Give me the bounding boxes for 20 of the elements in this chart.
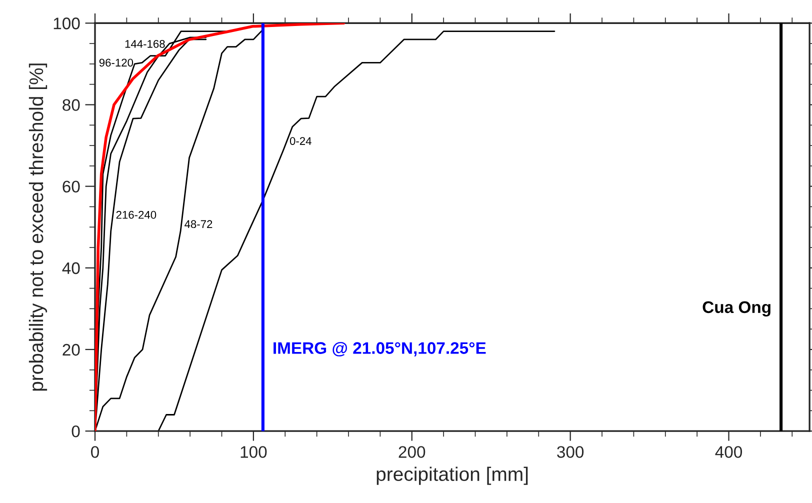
series-label: 48-72 xyxy=(184,220,212,228)
x-tick-label: 400 xyxy=(715,446,742,458)
y-tick-label: 0 xyxy=(72,425,80,438)
y-tick-label: 40 xyxy=(62,262,80,274)
ref-line-label: Cua Ong xyxy=(702,301,770,316)
y-axis-title: probability not to exceed threshold [%] xyxy=(28,64,48,391)
x-tick-label: 300 xyxy=(557,446,584,458)
series-label: 0-24 xyxy=(290,137,312,145)
x-tick-label: 0 xyxy=(91,446,99,458)
series-label: 144-168 xyxy=(125,40,165,48)
y-tick-label: 80 xyxy=(62,99,80,111)
x-tick-label: 100 xyxy=(240,446,267,458)
y-tick-label: 60 xyxy=(62,180,80,193)
series-label: 96-120 xyxy=(99,58,134,67)
ref-line-label: IMERG @ 21.05°N,107.25°E xyxy=(274,342,486,356)
y-tick-label: 20 xyxy=(62,344,80,356)
x-tick-label: 200 xyxy=(398,446,426,458)
series-label: 216-240 xyxy=(116,210,156,219)
y-tick-label: 100 xyxy=(54,18,80,30)
x-axis-title: precipitation [mm] xyxy=(376,466,528,485)
